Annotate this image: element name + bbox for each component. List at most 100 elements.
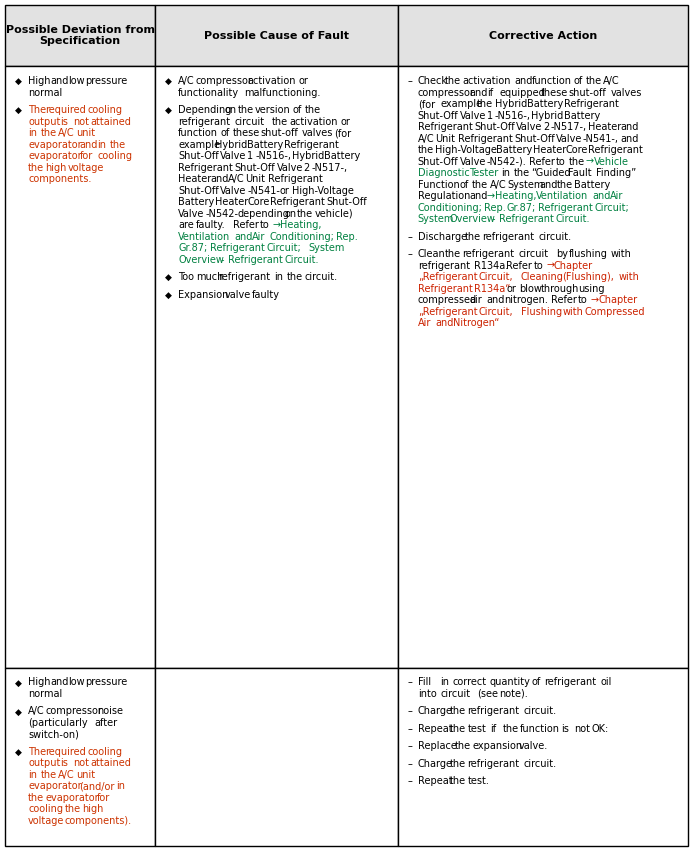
Text: cooling: cooling bbox=[87, 106, 122, 115]
Text: the: the bbox=[568, 157, 584, 167]
Bar bbox=[155, 5, 398, 66]
Text: Corrective Action: Corrective Action bbox=[489, 31, 597, 41]
Text: R134a.: R134a. bbox=[474, 260, 509, 271]
Text: function: function bbox=[520, 724, 560, 734]
Text: (particularly: (particularly bbox=[28, 718, 87, 728]
Text: ◆: ◆ bbox=[165, 106, 172, 115]
Text: valves: valves bbox=[611, 88, 642, 98]
Text: components).: components). bbox=[65, 816, 132, 826]
Bar bbox=[155, 66, 398, 668]
Text: –: – bbox=[407, 231, 412, 242]
Text: or: or bbox=[506, 283, 516, 294]
Text: and: and bbox=[235, 231, 253, 242]
Text: circuit: circuit bbox=[440, 689, 471, 699]
Text: Shut-Off: Shut-Off bbox=[326, 197, 367, 207]
Text: Refrigerant: Refrigerant bbox=[563, 100, 618, 109]
Text: Core: Core bbox=[565, 146, 588, 155]
Text: the: the bbox=[445, 77, 461, 86]
Text: is: is bbox=[60, 117, 68, 127]
Text: A/C: A/C bbox=[58, 129, 75, 138]
Text: faulty.: faulty. bbox=[195, 220, 225, 230]
Text: Battery: Battery bbox=[563, 111, 600, 121]
Text: -: - bbox=[491, 214, 495, 224]
Text: →: → bbox=[546, 260, 554, 271]
Text: unit: unit bbox=[76, 129, 95, 138]
Text: pressure: pressure bbox=[85, 77, 128, 86]
Text: –: – bbox=[407, 77, 412, 86]
Text: ◆: ◆ bbox=[15, 707, 22, 717]
Text: Valve: Valve bbox=[516, 123, 543, 132]
Text: refrigerant: refrigerant bbox=[178, 117, 230, 127]
Text: Refer: Refer bbox=[529, 157, 554, 167]
Text: Charge: Charge bbox=[418, 759, 453, 769]
Text: in: in bbox=[501, 168, 510, 178]
Text: voltage: voltage bbox=[28, 816, 64, 826]
Text: ◆: ◆ bbox=[15, 77, 22, 86]
Text: Shut-Off: Shut-Off bbox=[235, 163, 275, 173]
Text: compressor: compressor bbox=[46, 706, 103, 717]
Text: shut-off: shut-off bbox=[568, 88, 606, 98]
Text: Circuit;: Circuit; bbox=[267, 243, 301, 253]
Text: ◆: ◆ bbox=[15, 748, 22, 757]
Text: Unit: Unit bbox=[245, 174, 265, 184]
Text: the: the bbox=[445, 249, 461, 260]
Text: output: output bbox=[28, 758, 60, 768]
Text: Heater: Heater bbox=[588, 123, 621, 132]
Text: and: and bbox=[486, 295, 505, 306]
Text: circuit: circuit bbox=[519, 249, 549, 260]
Text: for: for bbox=[97, 793, 110, 803]
Text: Circuit.: Circuit. bbox=[556, 214, 590, 224]
Text: -N517-,: -N517-, bbox=[311, 163, 348, 173]
Text: Refrigerant: Refrigerant bbox=[588, 146, 642, 155]
Text: vehicle): vehicle) bbox=[315, 208, 353, 219]
Text: Heater: Heater bbox=[216, 197, 249, 207]
Text: Core: Core bbox=[247, 197, 270, 207]
Text: example: example bbox=[178, 140, 220, 150]
Text: OK:: OK: bbox=[592, 724, 609, 734]
Text: Finding”: Finding” bbox=[596, 168, 636, 178]
Text: Replace: Replace bbox=[418, 741, 457, 751]
Text: Refrigerant: Refrigerant bbox=[267, 174, 322, 184]
Text: Possible Deviation from
Specification: Possible Deviation from Specification bbox=[6, 25, 155, 47]
Text: in: in bbox=[28, 770, 37, 780]
Text: Valve: Valve bbox=[459, 111, 486, 121]
Text: the: the bbox=[514, 168, 530, 178]
Text: faulty: faulty bbox=[252, 289, 280, 300]
Text: the: the bbox=[41, 129, 57, 138]
Text: of: of bbox=[292, 106, 301, 115]
Text: and: and bbox=[469, 191, 488, 201]
Text: refrigerant: refrigerant bbox=[544, 677, 596, 688]
Text: to: to bbox=[534, 260, 543, 271]
Text: Conditioning;: Conditioning; bbox=[418, 203, 482, 213]
Text: Refrigerant: Refrigerant bbox=[270, 197, 324, 207]
Text: high: high bbox=[82, 804, 104, 814]
Text: are: are bbox=[178, 220, 194, 230]
Text: Refrigerant: Refrigerant bbox=[500, 214, 554, 224]
Text: Regulation: Regulation bbox=[418, 191, 470, 201]
Text: Cleaning: Cleaning bbox=[520, 272, 563, 283]
Text: High: High bbox=[28, 77, 51, 86]
Text: nitrogen.: nitrogen. bbox=[505, 295, 548, 306]
Text: cooling: cooling bbox=[97, 151, 132, 161]
Text: Battery: Battery bbox=[247, 140, 283, 150]
Text: the: the bbox=[238, 106, 254, 115]
Text: Unit: Unit bbox=[435, 134, 455, 144]
Text: System: System bbox=[507, 180, 543, 190]
Text: Circuit;: Circuit; bbox=[595, 203, 629, 213]
Text: the: the bbox=[28, 793, 44, 803]
Text: -N542-).: -N542-). bbox=[486, 157, 527, 167]
Text: Shut-Off: Shut-Off bbox=[178, 151, 219, 161]
Text: (for: (for bbox=[334, 129, 351, 138]
Text: activation: activation bbox=[247, 77, 296, 86]
Text: and: and bbox=[211, 174, 229, 184]
Text: (for: (for bbox=[418, 100, 435, 109]
Bar bbox=[5, 668, 155, 846]
Text: Circuit,: Circuit, bbox=[479, 306, 514, 317]
Text: A/C: A/C bbox=[178, 77, 195, 86]
Text: of: of bbox=[220, 129, 229, 138]
Text: expansion: expansion bbox=[472, 741, 523, 751]
Text: –: – bbox=[407, 706, 412, 717]
Text: to: to bbox=[578, 295, 588, 306]
Text: function: function bbox=[532, 77, 572, 86]
Text: refrigerant: refrigerant bbox=[467, 759, 520, 769]
